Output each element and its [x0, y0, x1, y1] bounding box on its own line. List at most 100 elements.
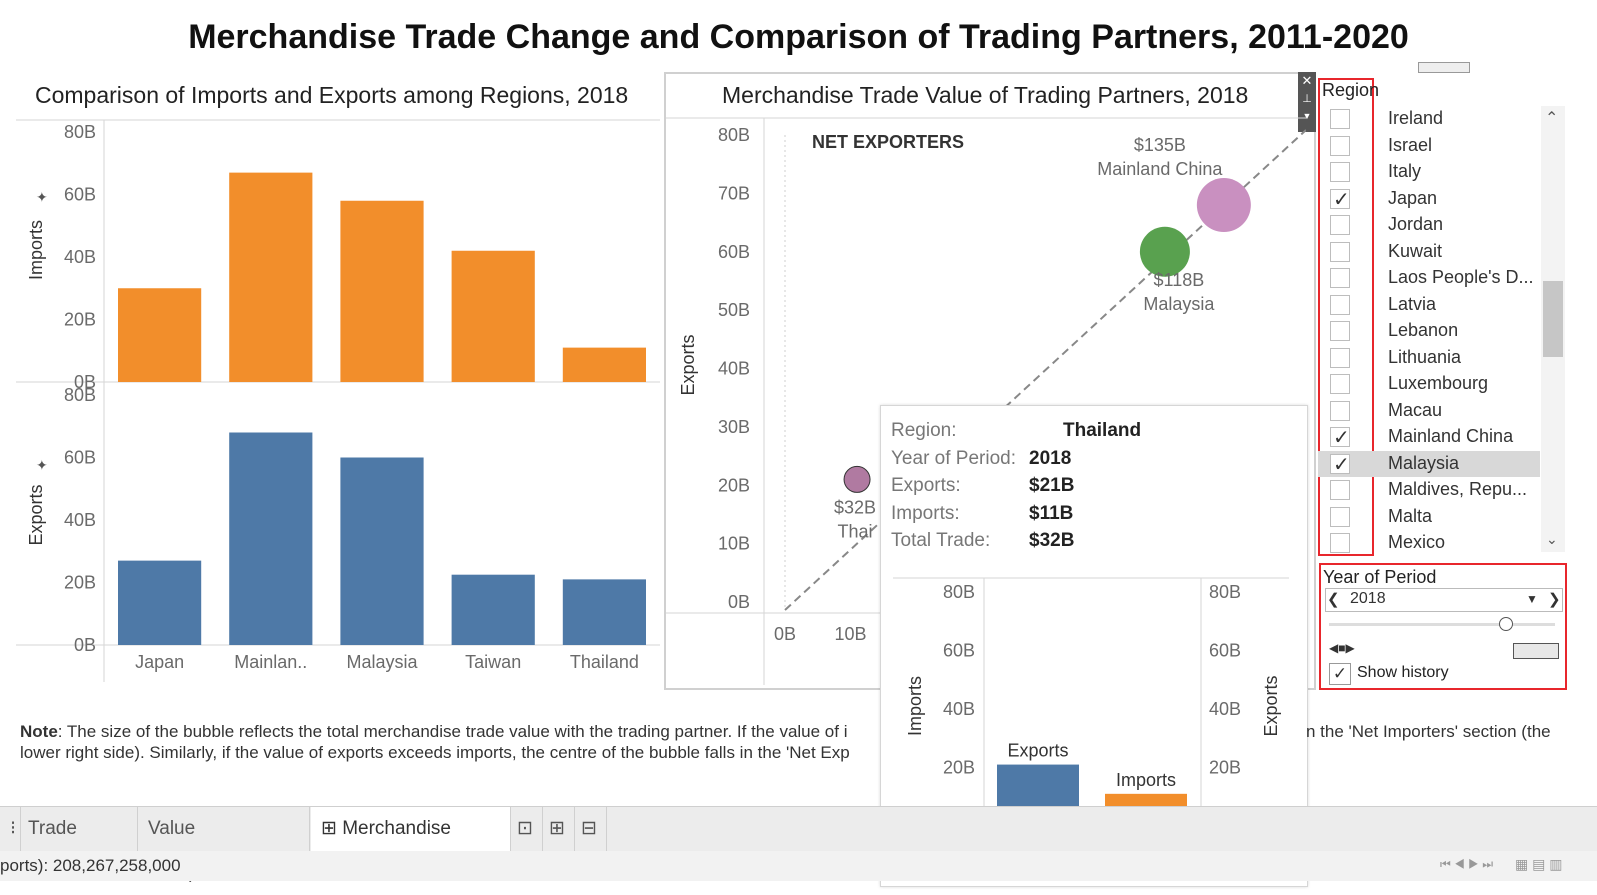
- bar[interactable]: [451, 250, 535, 382]
- next-icon[interactable]: ❯: [1548, 591, 1561, 608]
- region-label: Macau: [1388, 399, 1443, 420]
- region-checkbox[interactable]: [1330, 162, 1350, 182]
- prev-icon[interactable]: ❮: [1327, 591, 1340, 608]
- tooltip-value: 2018: [1029, 447, 1072, 469]
- view-mode-icons[interactable]: ▦ ▤ ▥: [1515, 856, 1563, 872]
- region-item[interactable]: Malaysia: [1318, 450, 1540, 477]
- bar[interactable]: [118, 560, 202, 645]
- region-item[interactable]: Italy: [1318, 159, 1540, 185]
- bar[interactable]: [118, 288, 202, 382]
- bar[interactable]: [340, 200, 424, 382]
- show-history-checkbox[interactable]: ✓: [1329, 663, 1351, 685]
- new-story-icon[interactable]: ⊟: [575, 807, 607, 851]
- region-filter-title: Region: [1322, 80, 1380, 100]
- region-checkbox[interactable]: [1330, 241, 1350, 262]
- pin-icon[interactable]: ⊥: [1302, 93, 1312, 105]
- region-item[interactable]: Macau: [1318, 398, 1540, 424]
- region-checkbox[interactable]: [1330, 400, 1350, 421]
- region-item[interactable]: Israel: [1318, 133, 1540, 159]
- close-icon[interactable]: ✕: [1301, 73, 1313, 88]
- bubble[interactable]: [1139, 226, 1190, 277]
- year-slider-track[interactable]: [1329, 623, 1555, 626]
- region-label: Malaysia: [1388, 452, 1460, 473]
- region-item[interactable]: Maldives, Repu...: [1318, 477, 1540, 503]
- year-select[interactable]: ❮ 2018 ▼ ❯: [1325, 588, 1563, 612]
- tab-overflow-icon[interactable]: ⁝: [0, 807, 21, 851]
- region-item[interactable]: Luxembourg: [1318, 371, 1540, 397]
- bar[interactable]: [229, 172, 313, 382]
- playback-controls[interactable]: ◀■▶: [1329, 641, 1355, 655]
- region-filter-list[interactable]: Ireland Israel Italy Japan Jordan Kuwait Laos …: [1318, 106, 1540, 556]
- region-checkbox[interactable]: [1330, 268, 1350, 288]
- region-label: Latvia: [1388, 293, 1437, 314]
- region-item[interactable]: Kuwait: [1318, 239, 1540, 265]
- new-dashboard-icon[interactable]: ⊞: [543, 807, 575, 851]
- region-scrollbar[interactable]: ⌃ ⌄: [1541, 106, 1565, 552]
- tooltip-right-axis-label: Exports: [1261, 675, 1281, 736]
- dropdown-icon[interactable]: ▼: [1302, 111, 1312, 121]
- category-label: Thailand: [570, 652, 639, 672]
- tab-trade-value[interactable]: Trade Value: [18, 807, 138, 883]
- y-tick-label: 60B: [64, 185, 96, 205]
- tooltip-row: Year of Period: 2018: [891, 447, 1071, 470]
- region-item[interactable]: Lithuania: [1318, 345, 1540, 371]
- panel-controls[interactable]: ✕ ⊥ ▼: [1298, 72, 1316, 132]
- region-checkbox[interactable]: [1330, 321, 1350, 341]
- region-checkbox[interactable]: [1330, 480, 1350, 500]
- left-panel-title: Comparison of Imports and Exports among …: [35, 82, 629, 108]
- bar[interactable]: [340, 457, 424, 646]
- dashboard-title: Merchandise Trade Change and Comparison …: [188, 18, 1409, 56]
- tooltip-row: Exports: $21B: [891, 475, 1074, 497]
- region-checkbox[interactable]: [1330, 425, 1350, 450]
- y-tick-label: 40B: [718, 359, 750, 379]
- region-checkbox[interactable]: [1330, 347, 1350, 368]
- tab-value-comparison[interactable]: Value Comparison: [138, 807, 310, 883]
- region-item[interactable]: Japan: [1318, 186, 1540, 212]
- region-item[interactable]: Lebanon: [1318, 318, 1540, 344]
- tooltip-value: $32B: [1029, 530, 1075, 551]
- bar[interactable]: [562, 579, 646, 645]
- region-checkbox[interactable]: [1330, 294, 1350, 315]
- year-slider-thumb[interactable]: [1499, 617, 1513, 631]
- drag-handle[interactable]: [1418, 62, 1470, 73]
- net-exporters-label: NET EXPORTERS: [812, 132, 964, 152]
- scroll-down-icon[interactable]: ⌄: [1546, 531, 1558, 547]
- new-worksheet-icon[interactable]: ⊡: [511, 807, 543, 851]
- tooltip-key: Year of Period:: [891, 447, 1016, 469]
- bar[interactable]: [451, 574, 535, 645]
- region-item[interactable]: Mainland China: [1318, 424, 1540, 450]
- region-item[interactable]: Laos People's D...: [1318, 265, 1540, 291]
- bar[interactable]: [562, 347, 646, 382]
- chevron-down-icon[interactable]: ▼: [1526, 592, 1538, 606]
- y-tick-label: 60B: [718, 242, 750, 262]
- category-label: Malaysia: [346, 652, 418, 672]
- region-checkbox[interactable]: [1330, 187, 1350, 212]
- region-checkbox[interactable]: [1330, 135, 1350, 156]
- tooltip-value: $11B: [1029, 502, 1074, 524]
- scroll-up-icon[interactable]: ⌃: [1545, 110, 1559, 127]
- y-tick-label: 70B: [718, 183, 750, 203]
- scatter-y-axis-label: Exports: [678, 334, 698, 395]
- region-item[interactable]: Latvia: [1318, 292, 1540, 318]
- category-label: Japan: [135, 652, 184, 672]
- region-label: Ireland: [1388, 108, 1444, 128]
- playback-speed-icon[interactable]: [1513, 643, 1559, 659]
- bubble[interactable]: [1196, 178, 1251, 233]
- region-item[interactable]: Malta: [1318, 504, 1540, 530]
- region-item[interactable]: Mexico: [1318, 530, 1540, 556]
- region-checkbox[interactable]: [1330, 215, 1350, 235]
- region-item[interactable]: Jordan: [1318, 212, 1540, 238]
- tooltip-value: $21B: [1029, 475, 1075, 496]
- bar[interactable]: [229, 432, 313, 646]
- region-checkbox[interactable]: [1330, 374, 1350, 394]
- region-checkbox[interactable]: [1330, 533, 1350, 553]
- bubble[interactable]: [843, 465, 871, 493]
- region-label: Mainland China: [1388, 426, 1514, 446]
- region-item[interactable]: Ireland: [1318, 106, 1540, 132]
- region-checkbox[interactable]: [1330, 109, 1350, 129]
- region-checkbox[interactable]: [1330, 506, 1350, 527]
- tab-merchandise-trade[interactable]: ⊞ Merchandise Trade: [311, 807, 511, 883]
- scroll-thumb[interactable]: [1543, 281, 1563, 357]
- page-navigation-icons[interactable]: ⏮ ◀ ▶ ⏭: [1440, 857, 1494, 871]
- region-checkbox[interactable]: [1330, 452, 1350, 477]
